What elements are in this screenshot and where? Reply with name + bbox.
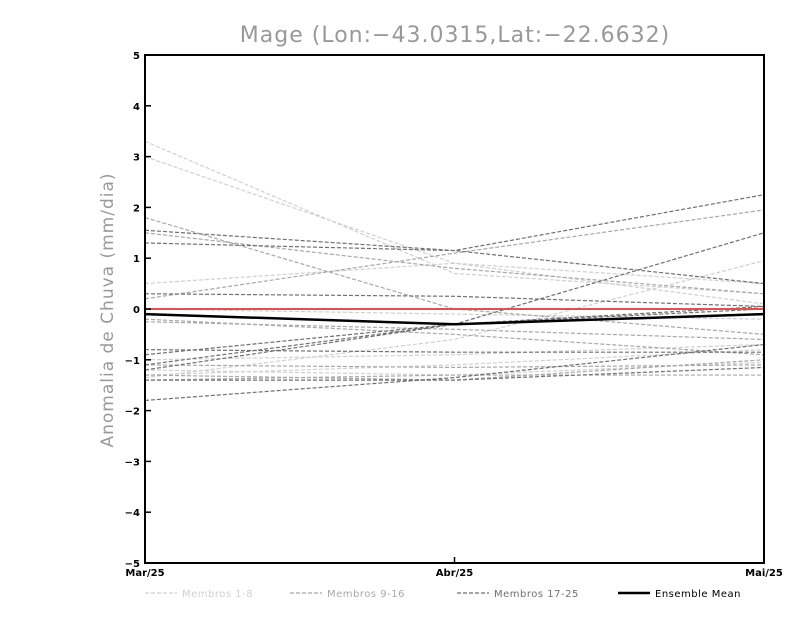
series-line-m8	[144, 361, 765, 376]
y-tick-label: 2	[133, 203, 140, 214]
x-tick-label: Abr/25	[436, 568, 473, 579]
y-tick-label: −1	[125, 356, 140, 367]
ensemble-mean-line	[144, 312, 765, 326]
series-line-m23	[144, 343, 765, 402]
y-tick-label: 1	[133, 254, 140, 265]
series-line-m16	[144, 318, 765, 356]
y-axis-ticks: 5 4 3 2 1 0 −1 −2 −3 −4 −5	[125, 51, 151, 570]
series-line-m2	[144, 156, 765, 285]
x-axis-ticks: Mar/25 Abr/25 Mai/25	[125, 557, 783, 579]
x-tick-label: Mai/25	[745, 568, 783, 579]
y-tick-label: 4	[133, 102, 140, 113]
legend-label: Ensemble Mean	[655, 589, 741, 600]
series-line-m25	[144, 308, 765, 356]
series-line-m17	[144, 229, 765, 285]
series-line-m1	[144, 140, 765, 295]
series-line-m3	[144, 262, 765, 305]
y-tick-label: −5	[125, 559, 140, 570]
series-line-m14	[144, 364, 765, 369]
y-tick-label: −2	[125, 407, 140, 418]
series-line-m15	[144, 232, 765, 295]
series-line-m7	[144, 308, 765, 320]
legend: Membros 1-8 Membros 9-16 Membros 17-25 Ense…	[145, 589, 741, 600]
y-tick-label: 3	[133, 153, 140, 164]
y-axis-label: Anomalia de Chuva (mm/dia)	[98, 172, 118, 447]
series-line-m10	[144, 209, 765, 300]
legend-label: Membros 1-8	[182, 589, 253, 600]
x-tick-label: Mar/25	[125, 568, 164, 579]
y-tick-label: −4	[125, 508, 140, 519]
y-tick-label: 0	[133, 305, 140, 316]
y-tick-label: 5	[133, 51, 140, 62]
series-line-m22	[145, 366, 765, 381]
series-line-m9	[144, 216, 765, 335]
series-layer	[144, 140, 765, 402]
legend-label: Membros 17-25	[494, 589, 579, 600]
chart-title: Mage (Lon:−43.0315,Lat:−22.6632)	[240, 23, 670, 48]
series-line-m6	[144, 260, 765, 379]
series-line-m4	[144, 343, 765, 361]
legend-label: Membros 9-16	[327, 589, 405, 600]
series-line-m13	[144, 359, 765, 381]
y-tick-label: −3	[125, 457, 140, 468]
series-line-m20	[144, 349, 764, 353]
series-line-m12	[144, 374, 764, 381]
series-line-m19	[144, 293, 765, 308]
series-line-m18	[144, 194, 765, 252]
